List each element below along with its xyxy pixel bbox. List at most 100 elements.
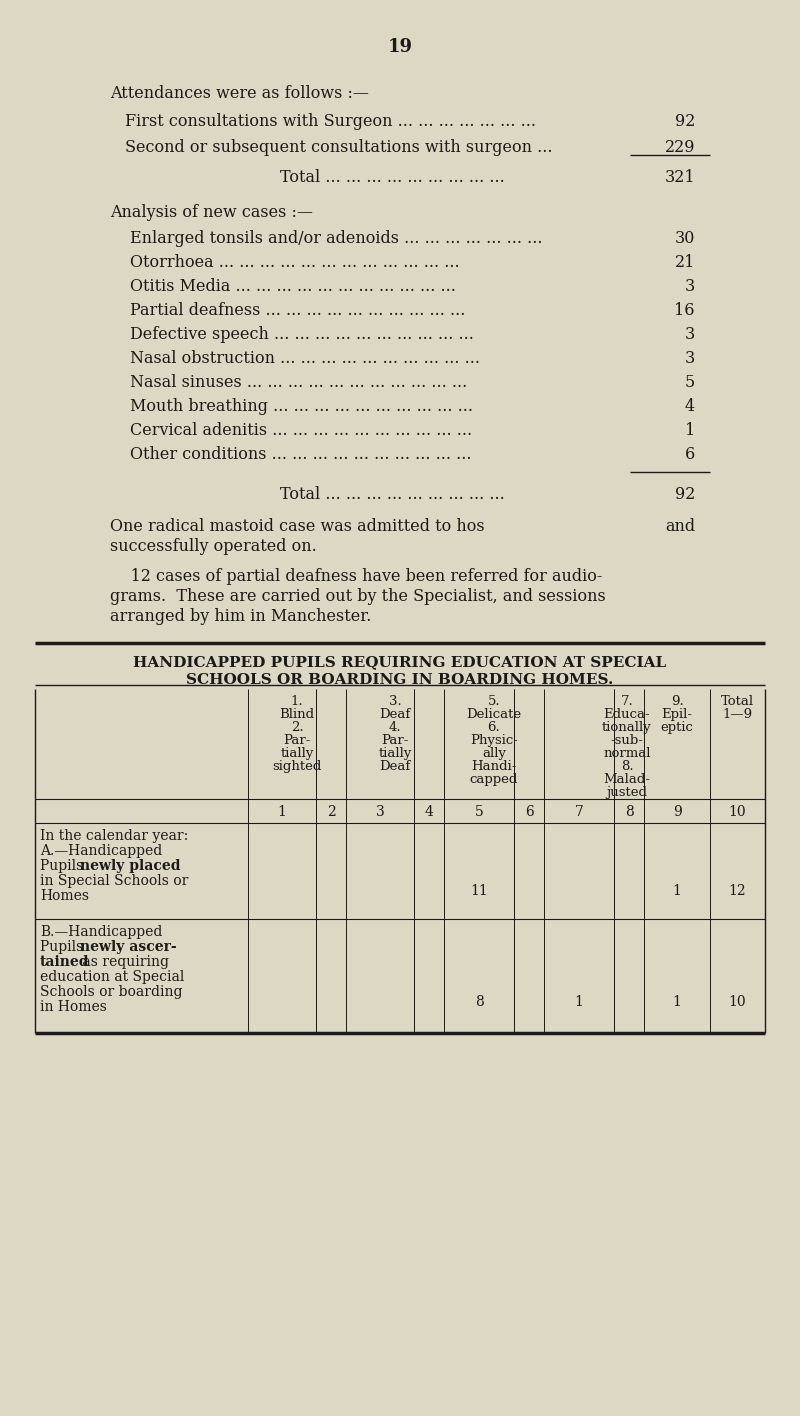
Text: 4: 4 [685, 398, 695, 415]
Text: 2.: 2. [290, 721, 303, 733]
Text: in Homes: in Homes [40, 1000, 107, 1014]
Text: Par-: Par- [382, 733, 409, 748]
Text: 16: 16 [674, 302, 695, 319]
Text: Cervical adenitis ... ... ... ... ... ... ... ... ... ...: Cervical adenitis ... ... ... ... ... ..… [130, 422, 472, 439]
Text: grams.  These are carried out by the Specialist, and sessions: grams. These are carried out by the Spec… [110, 588, 606, 605]
Text: 7.: 7. [621, 695, 634, 708]
Text: -sub-: -sub- [610, 733, 643, 748]
Text: 1: 1 [685, 422, 695, 439]
Text: Epil-: Epil- [662, 708, 693, 721]
Text: Analysis of new cases :—: Analysis of new cases :— [110, 204, 313, 221]
Text: 92: 92 [674, 113, 695, 130]
Text: Second or subsequent consultations with surgeon ...: Second or subsequent consultations with … [125, 139, 553, 156]
Text: 4: 4 [425, 806, 434, 818]
Text: 8: 8 [474, 995, 483, 1010]
Text: newly ascer-: newly ascer- [80, 940, 177, 954]
Text: 3: 3 [685, 278, 695, 295]
Text: Educa-: Educa- [604, 708, 650, 721]
Text: 3: 3 [685, 350, 695, 367]
Text: Pupils: Pupils [40, 940, 88, 954]
Text: 9.: 9. [670, 695, 683, 708]
Text: Deaf: Deaf [379, 708, 410, 721]
Text: Partial deafness ... ... ... ... ... ... ... ... ... ...: Partial deafness ... ... ... ... ... ...… [130, 302, 466, 319]
Text: 1—9: 1—9 [722, 708, 753, 721]
Text: Deaf: Deaf [379, 760, 410, 773]
Text: ally: ally [482, 748, 506, 760]
Text: 1: 1 [574, 995, 583, 1010]
Text: 4.: 4. [389, 721, 402, 733]
Text: Handi-: Handi- [471, 760, 517, 773]
Text: education at Special: education at Special [40, 970, 184, 984]
Text: 21: 21 [674, 253, 695, 270]
Text: justed: justed [606, 786, 647, 799]
Text: SCHOOLS OR BOARDING IN BOARDING HOMES.: SCHOOLS OR BOARDING IN BOARDING HOMES. [186, 673, 614, 687]
Text: Total ... ... ... ... ... ... ... ... ...: Total ... ... ... ... ... ... ... ... ..… [280, 169, 505, 185]
Text: 92: 92 [674, 486, 695, 503]
Text: 6.: 6. [488, 721, 500, 733]
Text: newly placed: newly placed [80, 860, 181, 874]
Text: Enlarged tonsils and/or adenoids ... ... ... ... ... ... ...: Enlarged tonsils and/or adenoids ... ...… [130, 229, 542, 246]
Text: Par-: Par- [283, 733, 310, 748]
Text: 12: 12 [729, 884, 746, 898]
Text: arranged by him in Manchester.: arranged by him in Manchester. [110, 607, 371, 624]
Text: First consultations with Surgeon ... ... ... ... ... ... ...: First consultations with Surgeon ... ...… [125, 113, 536, 130]
Text: 30: 30 [674, 229, 695, 246]
Text: 1: 1 [278, 806, 286, 818]
Text: 6: 6 [525, 806, 534, 818]
Text: tially: tially [378, 748, 412, 760]
Text: 3: 3 [376, 806, 384, 818]
Text: 8.: 8. [621, 760, 634, 773]
Text: Attendances were as follows :—: Attendances were as follows :— [110, 85, 369, 102]
Text: 3.: 3. [389, 695, 402, 708]
Text: Otorrhoea ... ... ... ... ... ... ... ... ... ... ... ...: Otorrhoea ... ... ... ... ... ... ... ..… [130, 253, 460, 270]
Text: Defective speech ... ... ... ... ... ... ... ... ... ...: Defective speech ... ... ... ... ... ...… [130, 326, 474, 343]
Text: Schools or boarding: Schools or boarding [40, 986, 182, 1000]
Text: 3: 3 [685, 326, 695, 343]
Text: Other conditions ... ... ... ... ... ... ... ... ... ...: Other conditions ... ... ... ... ... ...… [130, 446, 471, 463]
Text: 1: 1 [673, 995, 682, 1010]
Text: 5.: 5. [488, 695, 500, 708]
Text: 8: 8 [625, 806, 634, 818]
Text: 7: 7 [574, 806, 583, 818]
Text: Pupils: Pupils [40, 860, 88, 874]
Text: Homes: Homes [40, 889, 89, 903]
Text: Delicate: Delicate [466, 708, 522, 721]
Text: 229: 229 [665, 139, 695, 156]
Text: sighted: sighted [272, 760, 322, 773]
Text: 5: 5 [474, 806, 483, 818]
Text: HANDICAPPED PUPILS REQUIRING EDUCATION AT SPECIAL: HANDICAPPED PUPILS REQUIRING EDUCATION A… [134, 656, 666, 668]
Text: Physic-: Physic- [470, 733, 518, 748]
Text: 6: 6 [685, 446, 695, 463]
Text: capped: capped [470, 773, 518, 786]
Text: 9: 9 [673, 806, 682, 818]
Text: Total: Total [721, 695, 754, 708]
Text: Blind: Blind [279, 708, 314, 721]
Text: 2: 2 [326, 806, 335, 818]
Text: tained: tained [40, 954, 90, 969]
Text: 321: 321 [664, 169, 695, 185]
Text: Malad-: Malad- [603, 773, 650, 786]
Text: Nasal obstruction ... ... ... ... ... ... ... ... ... ...: Nasal obstruction ... ... ... ... ... ..… [130, 350, 480, 367]
Text: tionally: tionally [602, 721, 652, 733]
Text: Mouth breathing ... ... ... ... ... ... ... ... ... ...: Mouth breathing ... ... ... ... ... ... … [130, 398, 473, 415]
Text: tially: tially [280, 748, 314, 760]
Text: normal: normal [603, 748, 650, 760]
Text: 10: 10 [729, 806, 746, 818]
Text: One radical mastoid case was admitted to hos: One radical mastoid case was admitted to… [110, 518, 485, 535]
Text: In the calendar year:: In the calendar year: [40, 828, 188, 843]
Text: 5: 5 [685, 374, 695, 391]
Text: A.—Handicapped: A.—Handicapped [40, 844, 162, 858]
Text: in Special Schools or: in Special Schools or [40, 874, 188, 888]
Text: successfully operated on.: successfully operated on. [110, 538, 317, 555]
Text: as requiring: as requiring [78, 954, 169, 969]
Text: 1.: 1. [290, 695, 303, 708]
Text: B.—Handicapped: B.—Handicapped [40, 925, 162, 939]
Text: eptic: eptic [661, 721, 694, 733]
Text: 11: 11 [470, 884, 488, 898]
Text: Nasal sinuses ... ... ... ... ... ... ... ... ... ... ...: Nasal sinuses ... ... ... ... ... ... ..… [130, 374, 467, 391]
Text: Total ... ... ... ... ... ... ... ... ...: Total ... ... ... ... ... ... ... ... ..… [280, 486, 505, 503]
Text: 12 cases of partial deafness have been referred for audio-: 12 cases of partial deafness have been r… [110, 568, 602, 585]
Text: and: and [665, 518, 695, 535]
Text: 1: 1 [673, 884, 682, 898]
Text: 19: 19 [387, 38, 413, 57]
